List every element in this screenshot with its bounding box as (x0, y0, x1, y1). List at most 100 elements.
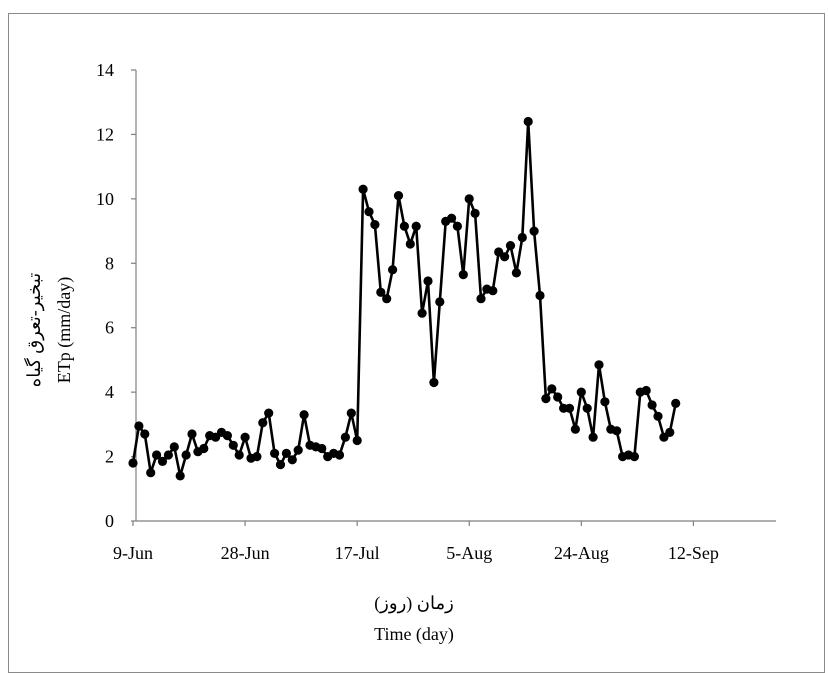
data-point (452, 221, 462, 231)
data-point (405, 239, 415, 249)
data-point (169, 442, 179, 452)
data-point (287, 455, 297, 465)
data-point (163, 450, 173, 460)
y-tick-label: 6 (105, 318, 114, 338)
y-tick-label: 0 (105, 511, 114, 531)
data-point (464, 194, 474, 204)
data-point (429, 377, 439, 388)
data-point (181, 450, 191, 460)
y-tick-labels: 0 2 4 6 8 10 12 14 (96, 60, 114, 531)
data-point (600, 397, 610, 407)
series-line (131, 120, 677, 478)
data-point (258, 418, 268, 428)
data-point (299, 410, 309, 420)
data-point (393, 191, 404, 201)
data-point (535, 290, 545, 301)
data-point (293, 445, 303, 455)
data-point (340, 432, 350, 442)
data-point (582, 403, 592, 413)
data-point (199, 443, 209, 454)
data-point (411, 221, 421, 231)
x-tick-label: 24-Aug (554, 543, 609, 563)
etp-line-chart: 0 2 4 6 8 10 12 14 9-Jun 28-Jun 17-Jul 5-Aug 24-Aug… (23, 60, 776, 563)
data-point (594, 360, 604, 370)
data-point (240, 432, 250, 442)
data-point (264, 408, 274, 418)
data-point (488, 286, 498, 296)
data-point (370, 220, 380, 230)
data-point (128, 458, 138, 468)
data-point (270, 448, 280, 458)
data-point (417, 308, 427, 318)
data-point (334, 450, 345, 460)
x-axis-label-en: Time (day) (374, 624, 454, 644)
data-point (665, 427, 675, 437)
data-point (458, 270, 468, 280)
data-point (275, 460, 286, 470)
y-tick-label: 2 (105, 447, 114, 467)
y-tick-label: 8 (105, 253, 114, 273)
x-tick-label: 17-Jul (335, 543, 380, 563)
data-point (511, 268, 521, 278)
data-point (523, 116, 533, 127)
data-point (376, 287, 386, 297)
data-point (281, 448, 291, 458)
data-point (505, 241, 516, 251)
data-point (187, 429, 197, 439)
data-point (346, 408, 356, 418)
data-point (399, 221, 409, 231)
x-tick-label: 12-Sep (668, 543, 719, 563)
x-tick-label: 28-Jun (221, 543, 270, 563)
data-point (352, 435, 362, 446)
data-point (612, 426, 622, 436)
data-point (222, 431, 232, 441)
data-point (541, 394, 551, 404)
data-point (157, 456, 168, 466)
data-point (576, 387, 586, 397)
data-point (175, 471, 185, 481)
data-point (140, 429, 150, 439)
data-point (152, 450, 162, 460)
y-tick-label: 12 (96, 124, 114, 144)
data-point (647, 400, 657, 410)
x-tick-label: 9-Jun (113, 543, 153, 563)
data-point (228, 440, 238, 450)
data-point (517, 232, 527, 243)
y-tick-label: 10 (96, 189, 114, 209)
data-point (553, 392, 563, 402)
data-point (641, 385, 651, 396)
data-point (317, 443, 327, 454)
data-point (364, 207, 374, 217)
data-point (500, 252, 510, 262)
data-point (134, 421, 144, 431)
data-point (529, 226, 539, 236)
data-point (564, 403, 575, 413)
x-axis-label-fa: زمان (روز) (374, 593, 454, 613)
data-point (570, 424, 581, 434)
y-axis-label-fa: تبخیر-تعرق گیاه (23, 273, 45, 387)
data-point (653, 411, 663, 421)
data-point (234, 450, 244, 460)
data-point (146, 468, 156, 478)
series-group (128, 116, 681, 481)
data-point (629, 452, 640, 462)
data-point (671, 398, 681, 408)
data-point (382, 294, 392, 304)
y-tick-label: 14 (96, 60, 114, 80)
y-axis-label-en: ETp (mm/day) (54, 277, 75, 383)
chart-axes (131, 69, 776, 526)
data-point (447, 213, 457, 223)
chart-frame (8, 13, 825, 673)
data-point (423, 276, 433, 286)
data-point (435, 297, 445, 307)
x-tick-labels: 9-Jun 28-Jun 17-Jul 5-Aug 24-Aug 12-Sep (113, 543, 719, 563)
data-point (252, 452, 262, 462)
y-tick-label: 4 (105, 382, 114, 402)
data-point (358, 184, 368, 194)
data-point (470, 208, 480, 218)
data-point (588, 432, 598, 442)
data-point (547, 384, 557, 394)
data-point (476, 294, 486, 304)
data-point (388, 265, 398, 275)
x-tick-label: 5-Aug (446, 543, 492, 563)
